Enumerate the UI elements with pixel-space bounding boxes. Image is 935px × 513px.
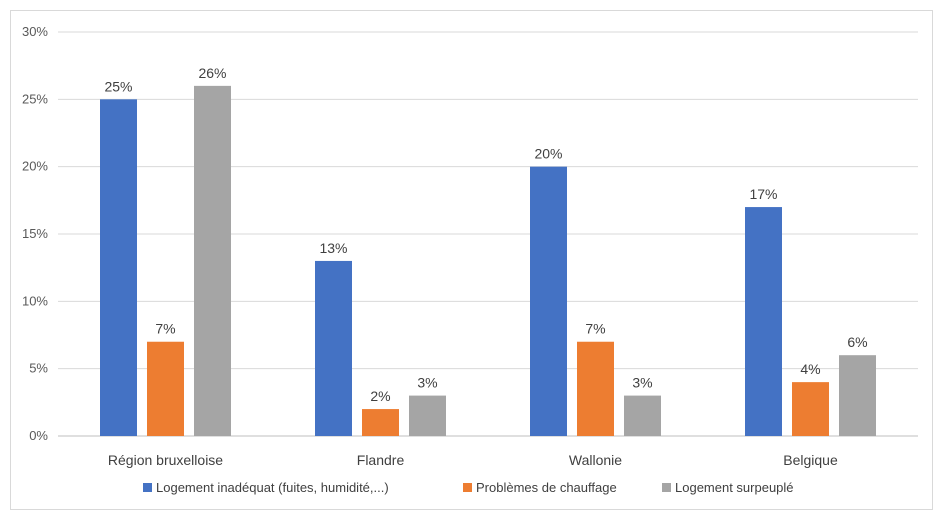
- legend-label: Problèmes de chauffage: [476, 480, 617, 495]
- data-label: 13%: [319, 240, 347, 256]
- y-tick-label: 30%: [22, 24, 48, 39]
- legend-swatch: [463, 483, 472, 492]
- bar-3: [409, 395, 446, 436]
- y-tick-label: 20%: [22, 159, 48, 174]
- bar-1: [100, 99, 137, 436]
- data-label: 26%: [198, 65, 226, 81]
- category-label: Région bruxelloise: [108, 452, 223, 468]
- bar-1: [745, 207, 782, 436]
- y-tick-label: 5%: [29, 361, 48, 376]
- y-tick-label: 10%: [22, 293, 48, 308]
- data-label: 4%: [800, 361, 820, 377]
- data-label: 25%: [104, 78, 132, 94]
- bar-2: [147, 341, 184, 436]
- data-label: 7%: [585, 321, 605, 337]
- bar-3: [194, 85, 231, 436]
- legend-swatch: [143, 483, 152, 492]
- y-tick-label: 25%: [22, 91, 48, 106]
- bar-2: [577, 341, 614, 436]
- legend-swatch: [662, 483, 671, 492]
- category-label: Flandre: [357, 452, 405, 468]
- data-label: 17%: [749, 186, 777, 202]
- data-label: 7%: [155, 321, 175, 337]
- data-label: 3%: [417, 375, 437, 391]
- bar-1: [530, 166, 567, 436]
- y-tick-label: 15%: [22, 226, 48, 241]
- data-label: 3%: [632, 375, 652, 391]
- legend-label: Logement inadéquat (fuites, humidité,...…: [156, 480, 389, 495]
- bar-3: [624, 395, 661, 436]
- data-label: 6%: [847, 334, 867, 350]
- bar-2: [362, 409, 399, 436]
- legend-label: Logement surpeuplé: [675, 480, 794, 495]
- category-label: Belgique: [783, 452, 838, 468]
- bar-2: [792, 382, 829, 436]
- bar-3: [839, 355, 876, 436]
- category-label: Wallonie: [569, 452, 622, 468]
- y-tick-label: 0%: [29, 428, 48, 443]
- data-label: 2%: [370, 388, 390, 404]
- data-label: 20%: [534, 146, 562, 162]
- bar-1: [315, 260, 352, 436]
